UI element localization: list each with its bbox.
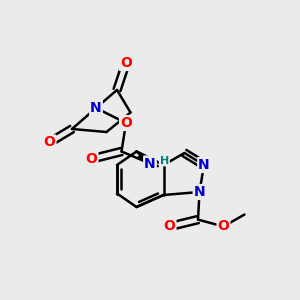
Text: N: N <box>198 158 210 172</box>
Text: N: N <box>194 185 205 199</box>
Text: N: N <box>144 157 156 170</box>
Text: O: O <box>44 136 56 149</box>
Text: O: O <box>85 152 98 166</box>
Text: N: N <box>90 101 102 115</box>
Text: O: O <box>120 116 132 130</box>
Text: O: O <box>164 220 175 233</box>
Text: O: O <box>120 56 132 70</box>
Text: H: H <box>160 155 169 166</box>
Text: O: O <box>218 220 230 233</box>
